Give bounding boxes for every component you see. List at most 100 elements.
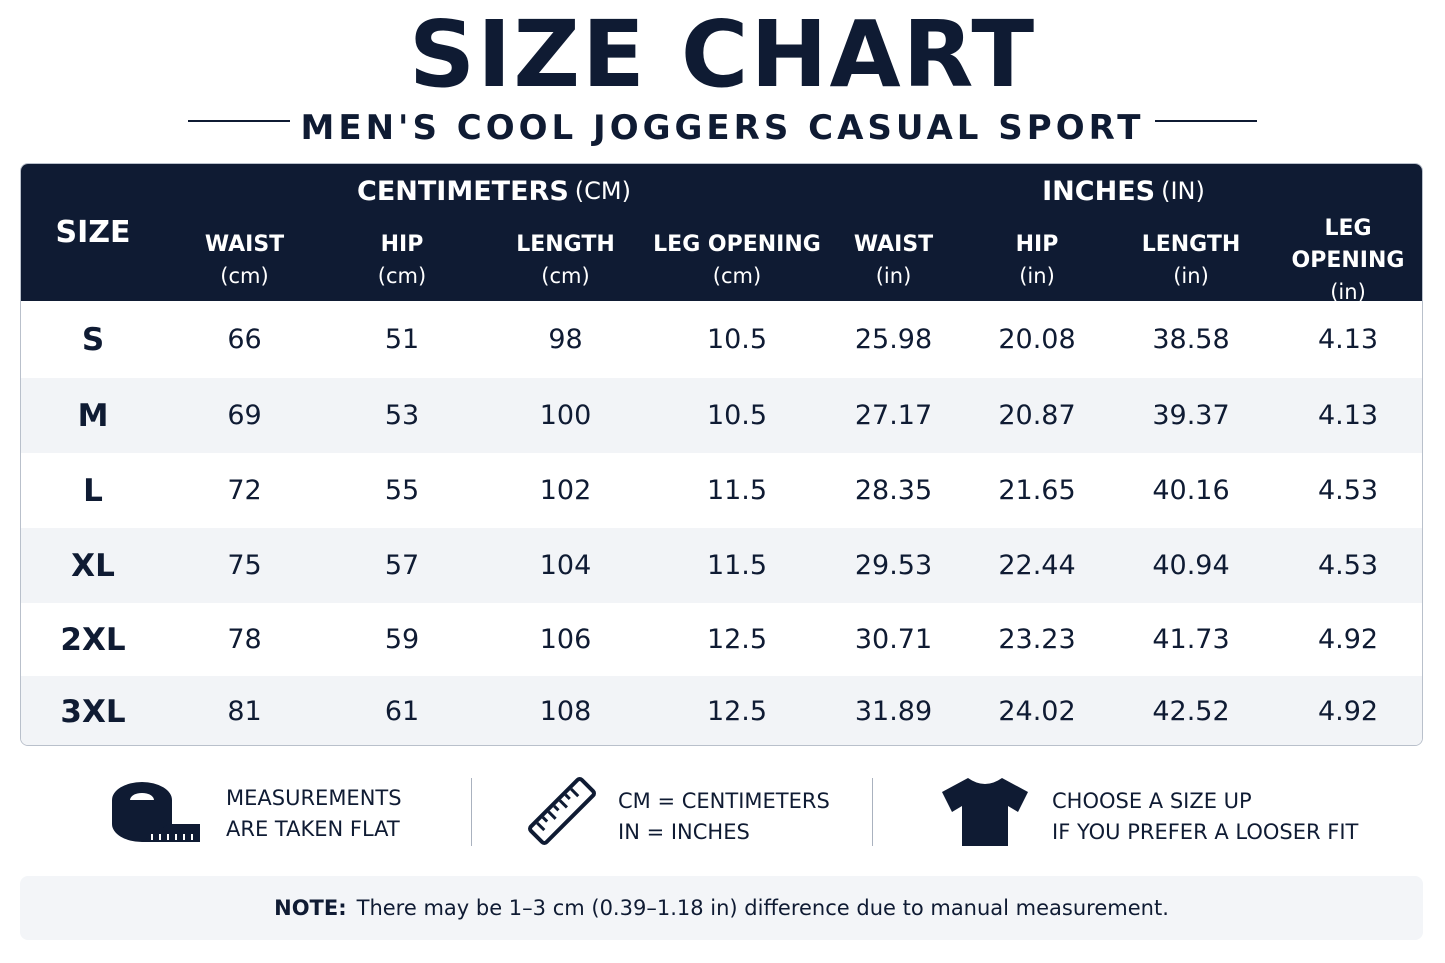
tape-icon [112, 782, 200, 842]
value-cell: 22.44 [964, 528, 1111, 604]
group-header: INCHES (IN) [823, 164, 1422, 219]
group-label: CENTIMETERS [357, 175, 569, 207]
column-header: WAIST (cm) [165, 218, 325, 302]
column-label: WAIST [853, 231, 934, 257]
value-cell: 11.5 [651, 528, 824, 604]
column-label: HIP [380, 231, 424, 257]
size-header-text: SIZE [55, 215, 131, 250]
tip: MEASUREMENTS ARE TAKEN FLAT [226, 783, 402, 845]
size-cell: S [21, 301, 166, 379]
column-label: LENGTH [516, 231, 615, 257]
value-cell: 28.35 [823, 453, 965, 529]
column-unit: (cm) [541, 263, 590, 288]
value-cell: 20.87 [964, 378, 1111, 454]
value-cell: 4.13 [1272, 301, 1422, 379]
value-cell: 102 [480, 453, 652, 529]
column-header: LEG OPENING (in) [1272, 216, 1422, 304]
column-header: WAIST (in) [823, 218, 965, 302]
value-cell: 69 [165, 378, 325, 454]
value-cell: 98 [480, 301, 652, 379]
value-cell: 4.53 [1272, 453, 1422, 529]
column-unit: (in) [1330, 279, 1366, 304]
group-unit: (CM) [574, 177, 631, 205]
value-cell: 21.65 [964, 453, 1111, 529]
value-cell: 61 [324, 676, 481, 745]
value-cell: 78 [165, 603, 325, 677]
value-cell: 30.71 [823, 603, 965, 677]
size-cell: XL [21, 528, 166, 604]
value-cell: 39.37 [1110, 378, 1273, 454]
value-cell: 42.52 [1110, 676, 1273, 745]
value-cell: 24.02 [964, 676, 1111, 745]
note-box: NOTE: There may be 1–3 cm (0.39–1.18 in)… [20, 876, 1423, 940]
note-text: There may be 1–3 cm (0.39–1.18 in) diffe… [356, 896, 1169, 920]
value-cell: 75 [165, 528, 325, 604]
title: SIZE CHART [408, 1, 1037, 108]
column-unit: (in) [875, 263, 912, 288]
value-cell: 10.5 [651, 301, 824, 379]
column-header: HIP (cm) [324, 218, 481, 302]
tip: CHOOSE A SIZE UP IF YOU PREFER A LOOSER F… [1052, 786, 1358, 848]
column-label: LEG OPENING [653, 231, 821, 257]
column-unit: (cm) [712, 263, 762, 288]
tip-line: IF YOU PREFER A LOOSER FIT [1052, 820, 1359, 844]
size-table: SIZE CENTIMETERS (CM) INCHES (IN) WAIST (cm) HI… [20, 163, 1423, 746]
value-cell: 29.53 [823, 528, 965, 604]
value-cell: 20.08 [964, 301, 1111, 379]
shirt-icon [942, 778, 1028, 846]
value-cell: 38.58 [1110, 301, 1273, 379]
note-label: NOTE: [274, 896, 347, 920]
size-cell: L [21, 453, 166, 529]
column-label: LENGTH [1141, 231, 1241, 257]
group-label: INCHES [1042, 175, 1156, 207]
value-cell: 11.5 [651, 453, 824, 529]
value-cell: 23.23 [964, 603, 1111, 677]
value-cell: 59 [324, 603, 481, 677]
value-cell: 100 [480, 378, 652, 454]
column-unit: (cm) [377, 263, 427, 288]
value-cell: 31.89 [823, 676, 965, 745]
tip: CM = CENTIMETERS IN = INCHES [618, 786, 830, 848]
rule [1155, 120, 1257, 122]
rule [188, 120, 290, 122]
value-cell: 12.5 [651, 603, 824, 677]
column-unit: (cm) [220, 263, 269, 288]
value-cell: 4.13 [1272, 378, 1422, 454]
value-cell: 57 [324, 528, 481, 604]
size-cell: M [21, 378, 166, 454]
ruler-icon [528, 777, 596, 845]
value-cell: 72 [165, 453, 325, 529]
column-header: LENGTH (cm) [480, 218, 652, 302]
column-label: LEG OPENING [1291, 215, 1405, 273]
column-header: LENGTH (in) [1110, 218, 1273, 302]
value-cell: 10.5 [651, 378, 824, 454]
column-header: LEG OPENING (cm) [651, 218, 824, 302]
value-cell: 41.73 [1110, 603, 1273, 677]
tip-line: ARE TAKEN FLAT [226, 817, 400, 841]
tip-line: IN = INCHES [618, 820, 750, 844]
column-label: WAIST [204, 231, 285, 257]
column-label: HIP [1015, 231, 1059, 257]
value-cell: 81 [165, 676, 325, 745]
column-unit: (in) [1173, 263, 1209, 288]
value-cell: 106 [480, 603, 652, 677]
value-cell: 4.53 [1272, 528, 1422, 604]
value-cell: 4.92 [1272, 603, 1422, 677]
divider [471, 778, 472, 846]
value-cell: 40.16 [1110, 453, 1273, 529]
value-cell: 25.98 [823, 301, 965, 379]
value-cell: 51 [324, 301, 481, 379]
value-cell: 108 [480, 676, 652, 745]
group-unit: (IN) [1161, 177, 1205, 205]
tip-line: CM = CENTIMETERS [618, 789, 830, 813]
column-header: HIP (in) [964, 218, 1111, 302]
subtitle: MEN'S COOL JOGGERS CASUAL SPORT [300, 108, 1145, 148]
group-header: CENTIMETERS (CM) [165, 164, 824, 219]
tip-line: CHOOSE A SIZE UP [1052, 789, 1252, 813]
value-cell: 4.92 [1272, 676, 1422, 745]
value-cell: 40.94 [1110, 528, 1273, 604]
size-cell: 3XL [21, 676, 166, 745]
value-cell: 55 [324, 453, 481, 529]
size-header: SIZE [21, 164, 166, 302]
